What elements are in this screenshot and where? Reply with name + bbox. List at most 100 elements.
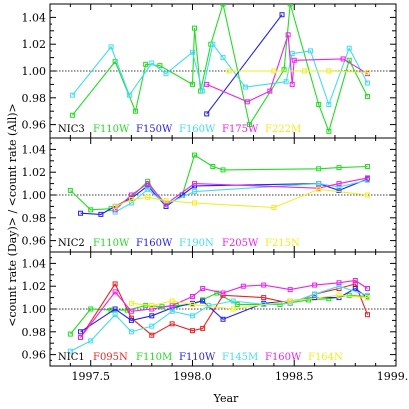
series-line-f160w xyxy=(71,42,368,107)
x-axis-label: Year xyxy=(213,392,239,405)
data-point-f175w xyxy=(267,88,273,94)
data-point-f160w xyxy=(98,211,104,217)
y-tick-label: 1.04 xyxy=(22,143,47,156)
data-point-f175w xyxy=(289,81,295,87)
data-point-f095n xyxy=(261,295,267,301)
data-point-f164n xyxy=(230,306,236,312)
data-point-f095n xyxy=(189,328,195,334)
series-line-f110w xyxy=(71,4,368,134)
legend-entry-f215n: F215N xyxy=(265,238,300,249)
legend-entry-f145m: F145M xyxy=(222,352,258,363)
data-point-f110w xyxy=(69,112,75,118)
data-point-f110w xyxy=(365,93,371,99)
data-point-f164n xyxy=(287,298,293,304)
data-point-f160w xyxy=(200,88,206,94)
data-point-f190n xyxy=(145,186,151,192)
legend-entry-f095n: F095N xyxy=(93,352,128,363)
data-point-f164n xyxy=(336,292,342,298)
x-tick-label: 1999.0 xyxy=(377,370,409,383)
data-point-f110m xyxy=(234,301,240,307)
y-tick-label: 0.96 xyxy=(22,119,47,132)
y-tick-label: 0.96 xyxy=(22,235,47,248)
data-point-f160w xyxy=(128,308,134,314)
data-point-f205w xyxy=(336,181,342,187)
data-point-f160w xyxy=(352,278,358,283)
data-point-f110w xyxy=(220,167,226,173)
data-point-f145m xyxy=(149,323,155,329)
y-tick-label: 1.02 xyxy=(22,166,47,179)
data-point-f110w xyxy=(246,122,252,128)
data-point-f110w xyxy=(88,207,94,213)
data-point-f145m xyxy=(169,308,175,314)
panel-label: NIC3 xyxy=(58,124,85,135)
data-point-f222m xyxy=(271,68,277,74)
legend-entry-f110w: F110W xyxy=(179,352,216,363)
y-tick-label: 0.96 xyxy=(22,349,47,362)
y-axis-label: <count rate (Day)> / <count rate (All)> xyxy=(6,103,19,327)
data-point-f175w xyxy=(285,32,291,38)
data-point-f110w xyxy=(210,164,216,169)
legend-entry-f110m: F110M xyxy=(136,352,172,363)
series-line-f095n xyxy=(80,282,369,338)
data-point-f160w xyxy=(78,210,84,216)
data-point-f145m xyxy=(336,283,342,289)
data-point-f215n xyxy=(192,200,198,206)
data-point-f160w xyxy=(149,306,155,312)
data-point-f215n xyxy=(163,198,169,204)
data-point-f110m xyxy=(67,331,73,337)
legend-entry-f160w: F160W xyxy=(265,352,302,363)
data-point-f095n xyxy=(200,325,206,331)
data-point-f190n xyxy=(128,200,134,206)
data-point-f160w xyxy=(336,187,342,193)
data-point-f160w xyxy=(189,293,195,299)
data-point-f160w xyxy=(163,71,169,77)
data-point-f145m xyxy=(88,338,94,344)
data-point-f160w xyxy=(261,282,267,288)
data-point-f160w xyxy=(112,289,118,295)
data-point-f205w xyxy=(192,181,198,187)
data-point-f205w xyxy=(112,207,118,213)
data-point-f160w xyxy=(69,92,75,98)
data-point-f110w xyxy=(143,61,149,67)
data-point-f215n xyxy=(271,205,277,211)
series-line-f110w xyxy=(80,287,368,333)
legend-entry-f110w: F110W xyxy=(93,124,130,135)
y-tick-label: 0.98 xyxy=(22,326,47,339)
data-point-f222m xyxy=(226,68,232,74)
data-point-f160w xyxy=(220,290,226,296)
data-point-f145m xyxy=(230,298,236,304)
data-point-f222m xyxy=(301,68,307,74)
legend-entry-f222m: F222M xyxy=(265,124,301,135)
data-point-f222m xyxy=(365,69,371,75)
data-point-f190n xyxy=(336,184,342,190)
data-point-f160w xyxy=(326,102,332,107)
legend-entry-f110w: F110W xyxy=(93,238,130,249)
data-point-f110w xyxy=(365,164,371,169)
x-tick-label: 1998.5 xyxy=(275,370,314,383)
data-point-f160w xyxy=(108,44,114,50)
data-point-f110w xyxy=(128,317,134,323)
y-tick-label: 1.04 xyxy=(22,257,47,270)
panel-nic1: 0.96 0.98 1.00 1.02 1.04 NIC1 F095N F110M F110W F… xyxy=(22,251,397,367)
data-point-f215n xyxy=(112,203,118,209)
series-line-f110w xyxy=(70,154,368,211)
data-point-f110m xyxy=(346,292,352,298)
data-point-f215n xyxy=(365,192,371,198)
data-point-f110w xyxy=(220,4,226,7)
data-point-f110w xyxy=(287,4,293,7)
legend-entry-f160w: F160W xyxy=(179,124,216,135)
data-point-f175w xyxy=(291,57,297,63)
legend-entry-f175w: F175W xyxy=(222,124,259,135)
data-point-f160w xyxy=(240,283,246,289)
data-point-f145m xyxy=(67,348,73,354)
data-point-f160w xyxy=(346,45,352,51)
legend-entry-f164n: F164N xyxy=(308,352,343,363)
data-point-f110m xyxy=(214,290,220,296)
x-tick-label: 1998.0 xyxy=(173,370,212,383)
series-line-f145m xyxy=(70,285,368,352)
data-point-f160w xyxy=(169,303,175,309)
data-point-f110w xyxy=(112,306,118,312)
series-line-f175w xyxy=(206,34,368,103)
y-tick-label: 1.00 xyxy=(22,189,47,202)
